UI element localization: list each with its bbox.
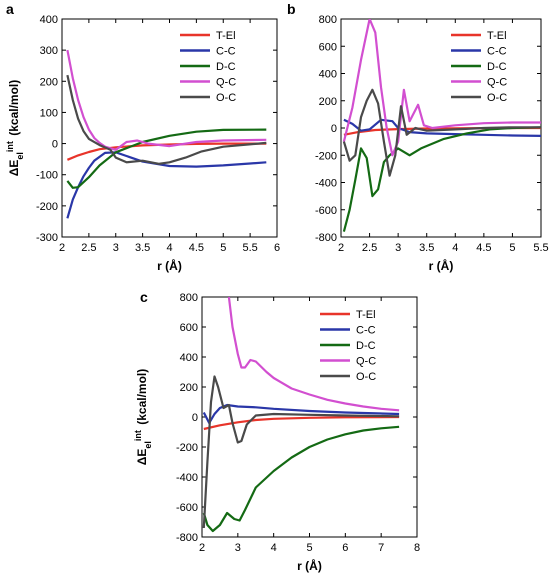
chart-panel-a: 2 2.5 3 3.5 4 4.5 5 5.5 6 -300 -200 -100 0 100 200 300 4…	[5, 14, 280, 273]
panel-a-letter: a	[6, 1, 14, 17]
x-tick-label: 4.5	[189, 242, 204, 254]
y-tick-label: 300	[40, 45, 58, 57]
x-tick-label: 2.5	[362, 242, 377, 254]
y-tick-label: 200	[180, 382, 198, 394]
legend-label-q-c: Q-C	[216, 77, 236, 89]
y-tick-label: 0	[192, 412, 198, 424]
x-tick-label: 4.5	[476, 242, 491, 254]
series-line-d-c	[342, 126, 541, 232]
plot-frame	[61, 18, 278, 238]
y-tick-label: -600	[315, 205, 337, 217]
series-line-q-c	[227, 297, 400, 412]
series-line-c-c	[202, 403, 400, 425]
y-tick-label: 400	[180, 352, 198, 364]
series-line-o-c	[66, 74, 267, 165]
y-tick-label: -200	[36, 201, 58, 213]
panel-c-letter: c	[140, 289, 148, 305]
series-line-d-c	[66, 128, 267, 189]
x-tick-label: 5.5	[533, 242, 548, 254]
legend-label-c-c: C-C	[216, 46, 236, 58]
series-line-o-c	[342, 88, 541, 177]
legend-label-c-c: C-C	[487, 46, 507, 58]
y-tick-label: 600	[180, 322, 198, 334]
y-tick-label: 0	[331, 123, 337, 135]
chart-panel-b: 2 2.5 3 3.5 4 4.5 5 5.5 -800 -600 -400 -200 0 200 400 6…	[315, 14, 549, 273]
legend-label-d-c: D-C	[216, 61, 236, 73]
legend-label-t-el: T-El	[216, 30, 236, 42]
y-tick-label: -600	[176, 502, 198, 514]
series-line-d-c	[202, 425, 400, 533]
y-tick-label: -200	[176, 442, 198, 454]
chart-panel-c: 2 3 4 5 6 7 8 -800 -600 -400 -200 0 200 400 600 800 r (Å…	[133, 292, 420, 573]
y-tick-label: 400	[319, 69, 337, 81]
x-tick-label: 5.5	[242, 242, 257, 254]
legend-label-t-el: T-El	[487, 30, 507, 42]
x-tick-label: 2	[199, 542, 205, 554]
y-tick-label: -200	[315, 150, 337, 162]
legend-label-c-c: C-C	[356, 325, 376, 337]
series-line-q-c	[66, 49, 267, 151]
y-tick-label: 400	[40, 14, 58, 26]
x-tick-label: 6	[274, 242, 280, 254]
legend-label-o-c: O-C	[356, 371, 376, 383]
x-tick-label: 3	[235, 542, 241, 554]
x-axis-label: r (Å)	[429, 258, 454, 273]
y-tick-label: 800	[180, 292, 198, 304]
legend-label-d-c: D-C	[356, 340, 376, 352]
x-tick-label: 4	[452, 242, 458, 254]
y-tick-label: -400	[315, 178, 337, 190]
y-tick-label: -800	[315, 232, 337, 244]
y-tick-label: -300	[36, 232, 58, 244]
x-tick-label: 4	[271, 542, 277, 554]
y-tick-label: 200	[319, 96, 337, 108]
x-tick-label: 2.5	[81, 242, 96, 254]
x-tick-label: 5	[509, 242, 515, 254]
x-tick-label: 5	[220, 242, 226, 254]
x-tick-label: 3.5	[419, 242, 434, 254]
x-tick-label: 8	[414, 542, 420, 554]
legend-label-q-c: Q-C	[356, 356, 376, 368]
series-line-t-el	[203, 415, 400, 431]
x-tick-label: 5	[306, 542, 312, 554]
x-tick-label: 2	[338, 242, 344, 254]
y-tick-label: -400	[176, 472, 198, 484]
x-tick-label: 3.5	[135, 242, 150, 254]
legend-label-o-c: O-C	[216, 92, 236, 104]
y-tick-label: -100	[36, 170, 58, 182]
y-axis-label: ΔEelint (kcal/mol)	[133, 369, 153, 466]
legend-label-o-c: O-C	[487, 92, 507, 104]
x-tick-label: 4	[166, 242, 172, 254]
y-tick-label: 0	[52, 139, 58, 151]
legend-label-q-c: Q-C	[487, 77, 507, 89]
series-line-o-c	[202, 375, 400, 529]
y-tick-label: 100	[40, 107, 58, 119]
y-tick-label: 800	[319, 14, 337, 26]
y-tick-label: 200	[40, 76, 58, 88]
x-axis-label: r (Å)	[297, 558, 322, 573]
x-tick-label: 2	[59, 242, 65, 254]
legend-label-t-el: T-El	[356, 309, 376, 321]
y-tick-label: 600	[319, 41, 337, 53]
x-tick-label: 3	[395, 242, 401, 254]
x-axis-label: r (Å)	[157, 258, 182, 273]
x-tick-label: 3	[113, 242, 119, 254]
y-tick-label: -800	[176, 532, 198, 544]
x-tick-label: 6	[342, 542, 348, 554]
panel-b-letter: b	[287, 1, 296, 17]
legend-label-d-c: D-C	[487, 61, 507, 73]
y-axis-label: ΔEelint (kcal/mol)	[5, 80, 25, 177]
x-tick-label: 7	[378, 542, 384, 554]
